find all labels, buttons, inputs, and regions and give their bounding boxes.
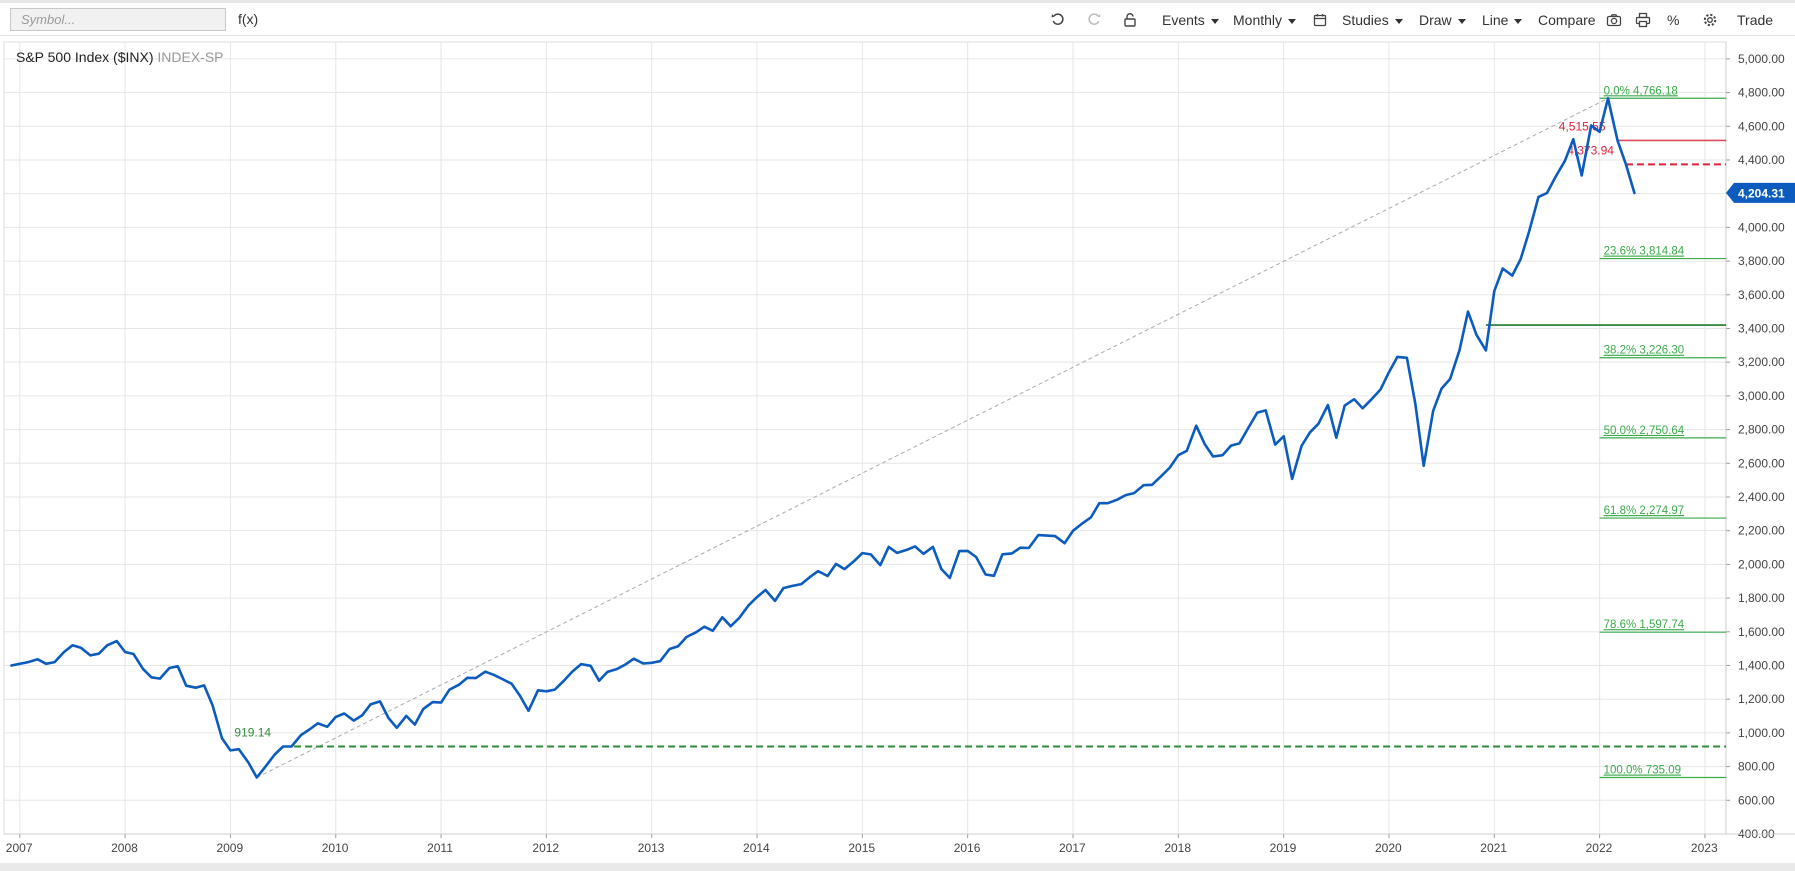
draw-label: Draw bbox=[1419, 12, 1452, 28]
horizontal-level-label: 4,515.55 bbox=[1559, 119, 1606, 133]
lock-icon[interactable] bbox=[1122, 12, 1138, 28]
x-tick-label: 2013 bbox=[638, 841, 665, 855]
line-style-label: Line bbox=[1482, 12, 1509, 28]
chart-area[interactable]: 400.00 600.00 800.00 1,000.00 1,200.00 1,400.… bbox=[0, 37, 1795, 871]
fx-button[interactable]: f(x) bbox=[238, 11, 259, 27]
x-tick-label: 2021 bbox=[1480, 841, 1507, 855]
y-tick-label: 4,800.00 bbox=[1738, 86, 1785, 100]
y-tick-label: 2,600.00 bbox=[1738, 456, 1785, 470]
price-chart[interactable]: 400.00600.00800.001,000.001,200.001,400.… bbox=[0, 37, 1795, 871]
x-tick-label: 2010 bbox=[322, 841, 349, 855]
x-tick-label: 2018 bbox=[1164, 841, 1191, 855]
line-style-dropdown[interactable]: Line bbox=[1482, 8, 1523, 32]
x-tick-label: 2016 bbox=[954, 841, 981, 855]
compare-button[interactable]: Compare bbox=[1538, 12, 1596, 28]
y-tick-label: 3,400.00 bbox=[1738, 321, 1785, 335]
horizontal-level-label: 4,373.94 bbox=[1567, 143, 1614, 157]
y-tick-label: 3,200.00 bbox=[1738, 355, 1785, 369]
last-price-label: 4,204.31 bbox=[1738, 186, 1785, 200]
chevron-down-icon bbox=[1457, 18, 1466, 24]
bottom-strip bbox=[0, 863, 1795, 871]
chevron-down-icon bbox=[1210, 18, 1219, 24]
trend-line bbox=[256, 97, 1609, 778]
fib-level-label: 50.0% 2,750.64 bbox=[1604, 425, 1685, 437]
y-tick-label: 2,000.00 bbox=[1738, 557, 1785, 571]
horizontal-level-label: 919.14 bbox=[234, 726, 271, 740]
y-tick-label: 2,800.00 bbox=[1738, 423, 1785, 437]
interval-dropdown[interactable]: Monthly bbox=[1233, 8, 1297, 32]
chart-title-name: S&P 500 Index ($INX) bbox=[16, 49, 154, 65]
undo-icon[interactable] bbox=[1050, 12, 1066, 28]
fib-level-label: 0.0% 4,766.18 bbox=[1604, 85, 1678, 97]
print-icon[interactable] bbox=[1635, 12, 1651, 28]
x-tick-label: 2019 bbox=[1270, 841, 1297, 855]
redo-icon[interactable] bbox=[1086, 12, 1102, 28]
chevron-down-icon bbox=[1394, 18, 1403, 24]
events-label: Events bbox=[1162, 12, 1205, 28]
x-tick-label: 2017 bbox=[1059, 841, 1086, 855]
x-tick-label: 2015 bbox=[848, 841, 875, 855]
y-tick-label: 2,400.00 bbox=[1738, 490, 1785, 504]
chart-title-exchange: INDEX-SP bbox=[157, 49, 224, 65]
percent-button[interactable]: % bbox=[1667, 12, 1680, 28]
interval-label: Monthly bbox=[1233, 12, 1283, 28]
x-tick-label: 2022 bbox=[1586, 841, 1613, 855]
y-tick-label: 3,000.00 bbox=[1738, 389, 1785, 403]
chevron-down-icon bbox=[1514, 18, 1523, 24]
y-tick-label: 4,400.00 bbox=[1738, 153, 1785, 167]
chevron-down-icon bbox=[1288, 18, 1297, 24]
y-tick-label: 3,600.00 bbox=[1738, 288, 1785, 302]
events-dropdown[interactable]: Events bbox=[1162, 8, 1219, 32]
calendar-icon[interactable] bbox=[1312, 12, 1328, 28]
price-series-line bbox=[10, 97, 1636, 779]
x-tick-label: 2007 bbox=[6, 841, 33, 855]
top-strip bbox=[0, 0, 1795, 3]
y-tick-label: 4,000.00 bbox=[1738, 220, 1785, 234]
y-tick-label: 4,600.00 bbox=[1738, 119, 1785, 133]
camera-icon[interactable] bbox=[1606, 12, 1622, 28]
chart-toolbar: f(x) Events Monthly Studies Draw Line Co… bbox=[0, 3, 1795, 36]
studies-label: Studies bbox=[1342, 12, 1389, 28]
x-tick-label: 2020 bbox=[1375, 841, 1402, 855]
last-price-tag bbox=[1726, 182, 1795, 203]
x-tick-label: 2014 bbox=[743, 841, 770, 855]
y-tick-label: 1,800.00 bbox=[1738, 591, 1785, 605]
trade-button[interactable]: Trade bbox=[1737, 12, 1774, 28]
x-tick-label: 2009 bbox=[216, 841, 243, 855]
fib-level-label: 38.2% 3,226.30 bbox=[1604, 345, 1685, 357]
fib-level-label: 23.6% 3,814.84 bbox=[1604, 246, 1685, 258]
y-tick-label: 600.00 bbox=[1738, 793, 1775, 807]
y-tick-label: 1,600.00 bbox=[1738, 625, 1785, 639]
studies-dropdown[interactable]: Studies bbox=[1342, 8, 1403, 32]
y-tick-label: 2,200.00 bbox=[1738, 524, 1785, 538]
x-tick-label: 2011 bbox=[427, 841, 453, 855]
symbol-input[interactable] bbox=[10, 8, 226, 31]
y-tick-label: 5,000.00 bbox=[1738, 52, 1785, 66]
fib-level-label: 78.6% 1,597.74 bbox=[1604, 619, 1685, 631]
x-tick-label: 2008 bbox=[111, 841, 138, 855]
y-tick-label: 800.00 bbox=[1738, 760, 1775, 774]
y-tick-label: 3,800.00 bbox=[1738, 254, 1785, 268]
y-tick-label: 1,000.00 bbox=[1738, 726, 1785, 740]
chart-title: S&P 500 Index ($INX) INDEX-SP bbox=[16, 49, 224, 65]
y-tick-label: 1,400.00 bbox=[1738, 658, 1785, 672]
fib-level-label: 100.0% 735.09 bbox=[1604, 765, 1681, 777]
x-tick-label: 2023 bbox=[1691, 841, 1718, 855]
plot-frame bbox=[3, 41, 1727, 835]
draw-dropdown[interactable]: Draw bbox=[1419, 8, 1466, 32]
y-tick-label: 1,200.00 bbox=[1738, 692, 1785, 706]
fib-level-label: 61.8% 2,274.97 bbox=[1604, 505, 1685, 517]
gear-icon[interactable] bbox=[1702, 12, 1718, 28]
x-tick-label: 2012 bbox=[532, 841, 559, 855]
